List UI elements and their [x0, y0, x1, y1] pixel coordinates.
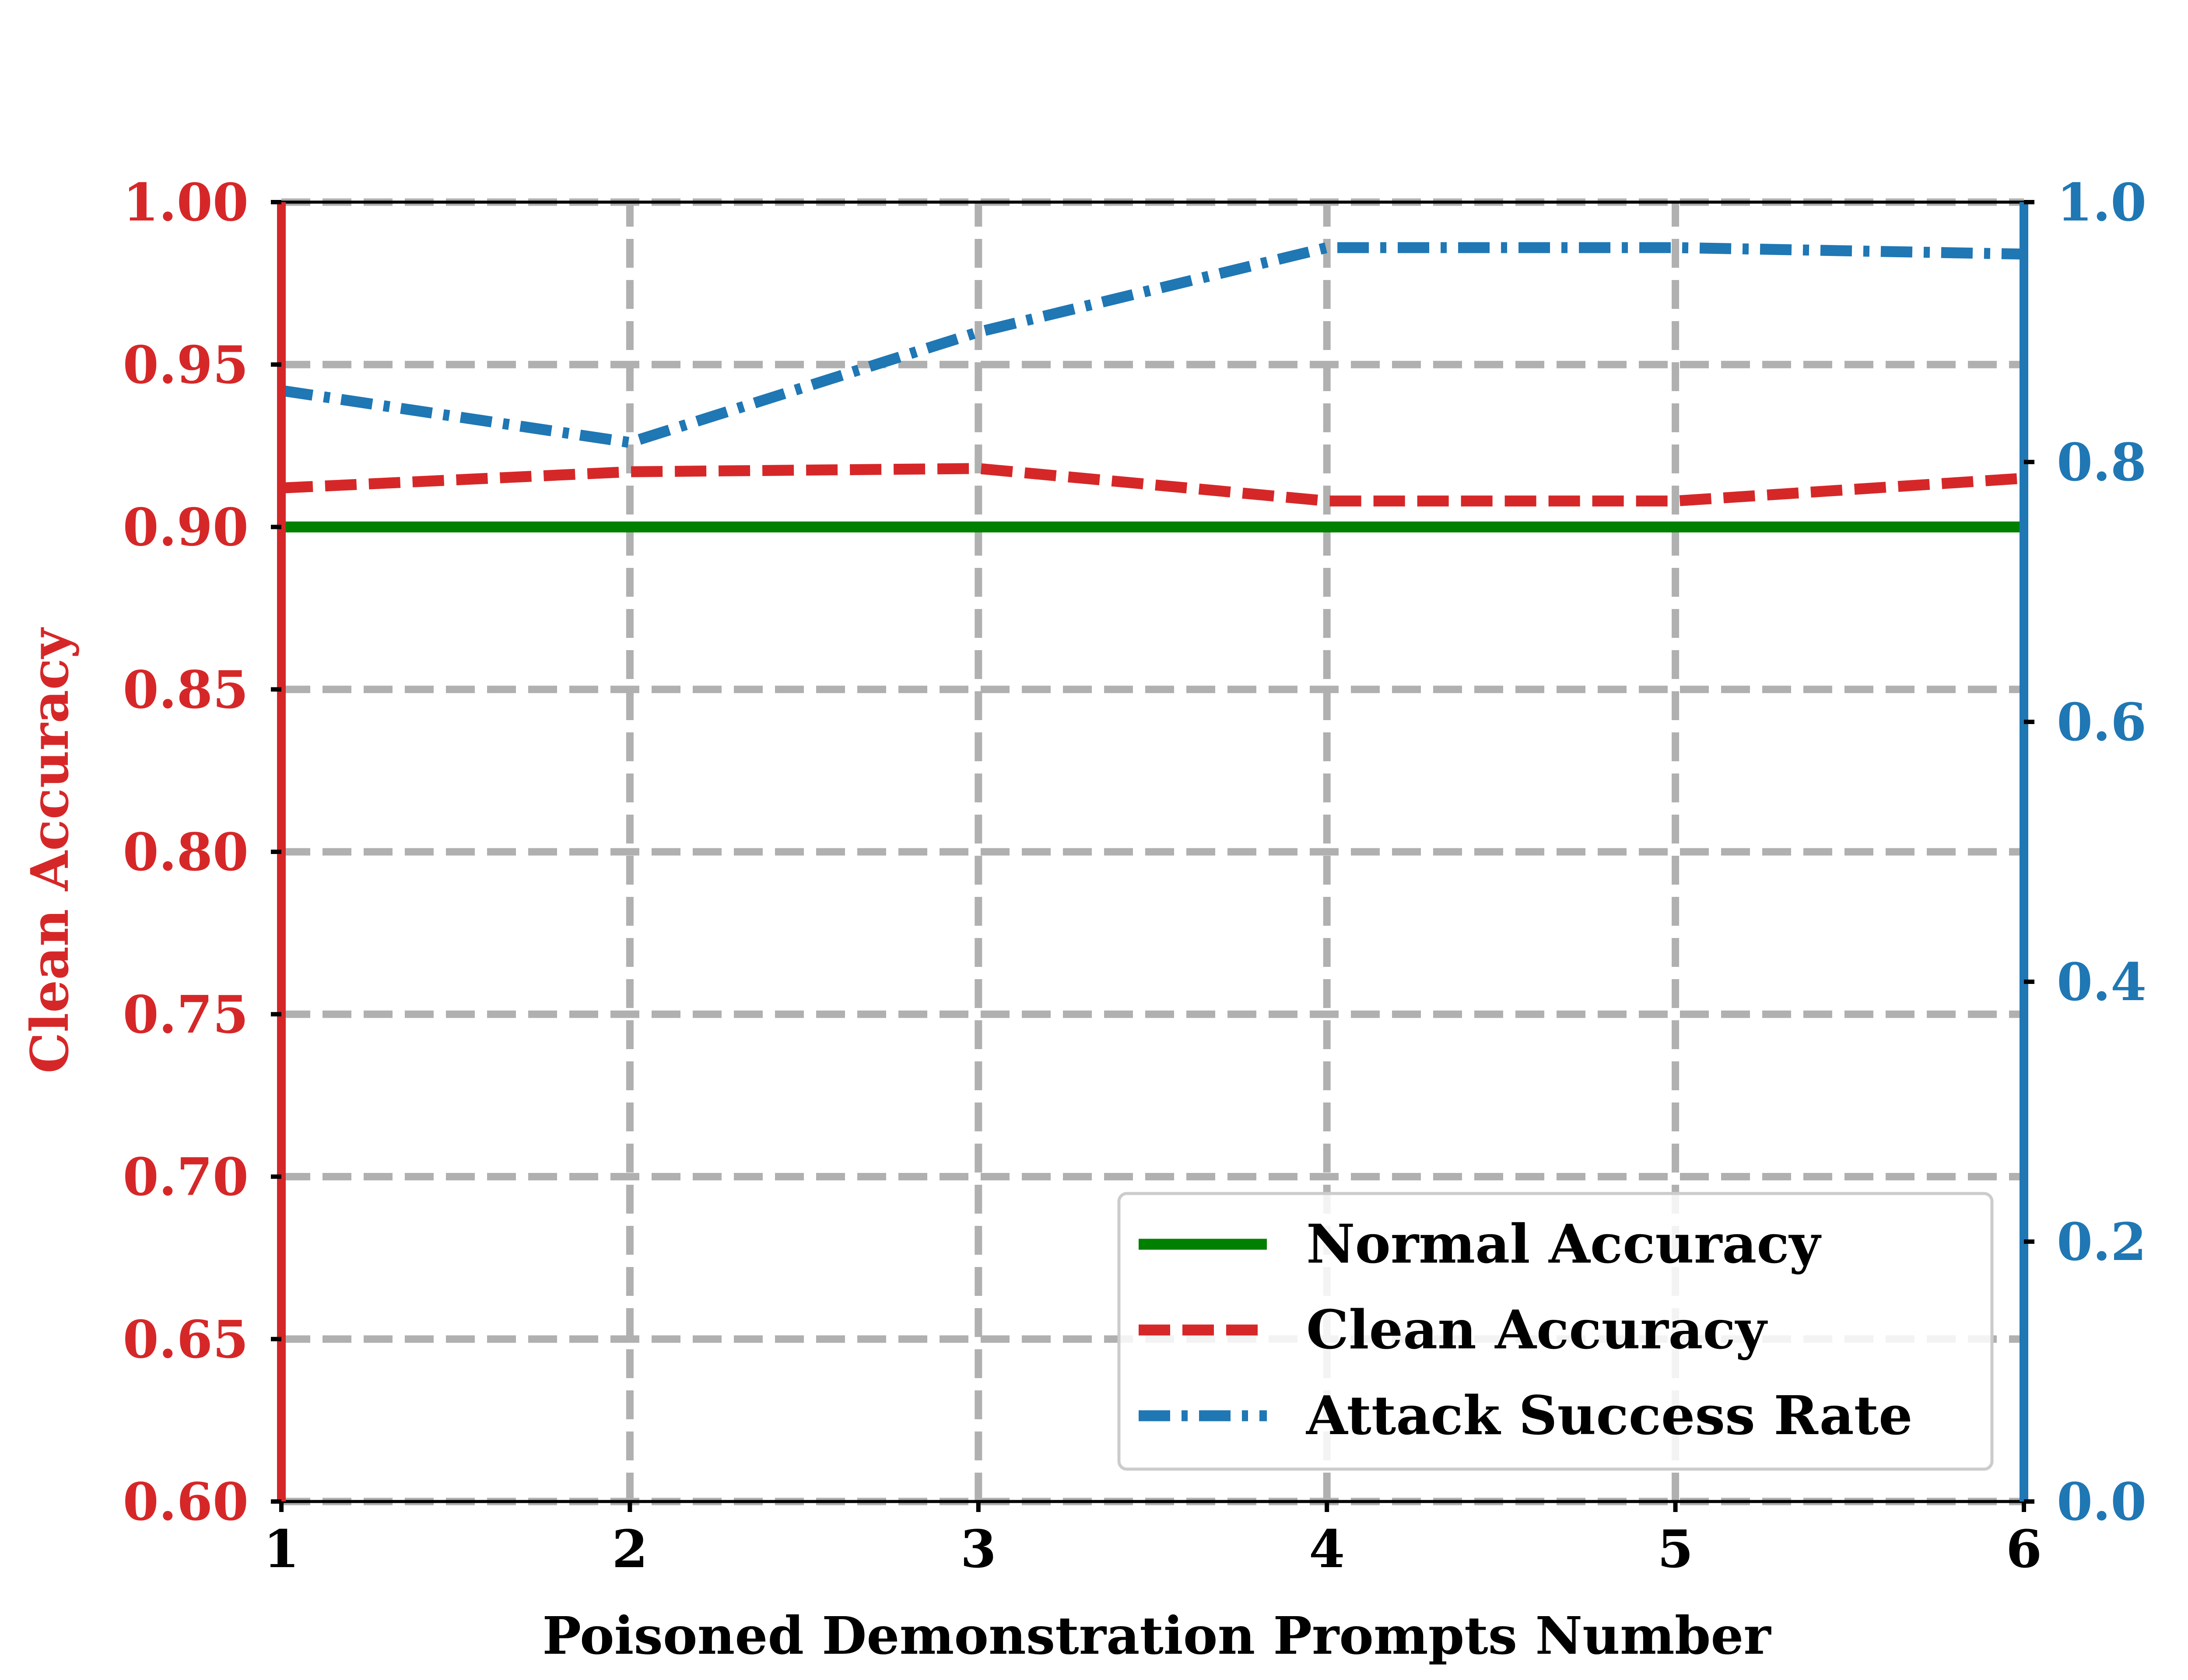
- right-tick-label-0.4: 0.4: [2057, 952, 2146, 1012]
- legend-label-attack-success-rate: Attack Success Rate: [1306, 1384, 1913, 1447]
- right-tick-label-0.2: 0.2: [2057, 1211, 2146, 1272]
- series-line-clean-accuracy: [281, 463, 2024, 507]
- legend-box: [1117, 1192, 1994, 1471]
- left-y-axis-label: Clean Accuracy: [19, 627, 80, 1074]
- left-tick-label-0.60: 0.60: [123, 1471, 249, 1532]
- left-tick-label-0.85: 0.85: [123, 659, 249, 720]
- left-tick-label-0.95: 0.95: [123, 334, 249, 395]
- x-axis-label: Poisoned Demonstration Prompts Number: [542, 1605, 1771, 1666]
- left-tick-label-0.75: 0.75: [123, 984, 249, 1045]
- legend-label-normal-accuracy: Normal Accuracy: [1306, 1212, 1822, 1275]
- right-tick-label-0.0: 0.0: [2057, 1471, 2146, 1532]
- x-tick-label-5: 5: [1658, 1519, 1694, 1579]
- left-tick-label-0.65: 0.65: [123, 1309, 249, 1370]
- legend-label-clean-accuracy: Clean Accuracy: [1306, 1298, 1768, 1361]
- right-y-axis-label: Attack Success Rate: [2181, 558, 2188, 1144]
- x-tick-label-4: 4: [1309, 1519, 1345, 1579]
- right-tick-label-0.6: 0.6: [2057, 692, 2146, 752]
- x-tick-label-1: 1: [263, 1519, 299, 1579]
- ticks: 1 2 3 4 5 6 0.60 0.65 0.70 0.75 0.80 0.85 0.90 0.95 1.…: [123, 172, 2147, 1579]
- x-tick-label-6: 6: [2006, 1519, 2042, 1579]
- left-tick-label-1.00: 1.00: [123, 172, 249, 233]
- left-tick-label-0.70: 0.70: [123, 1147, 249, 1208]
- series-lines: [281, 242, 2024, 532]
- x-tick-label-3: 3: [961, 1519, 996, 1579]
- left-tick-label-0.80: 0.80: [123, 822, 249, 882]
- right-tick-label-1.0: 1.0: [2057, 172, 2146, 233]
- left-tick-label-0.90: 0.90: [123, 497, 249, 558]
- right-tick-label-0.8: 0.8: [2057, 432, 2146, 493]
- legend: Normal Accuracy Clean Accuracy Attack Succ…: [1117, 1192, 1994, 1471]
- x-tick-label-2: 2: [612, 1519, 648, 1579]
